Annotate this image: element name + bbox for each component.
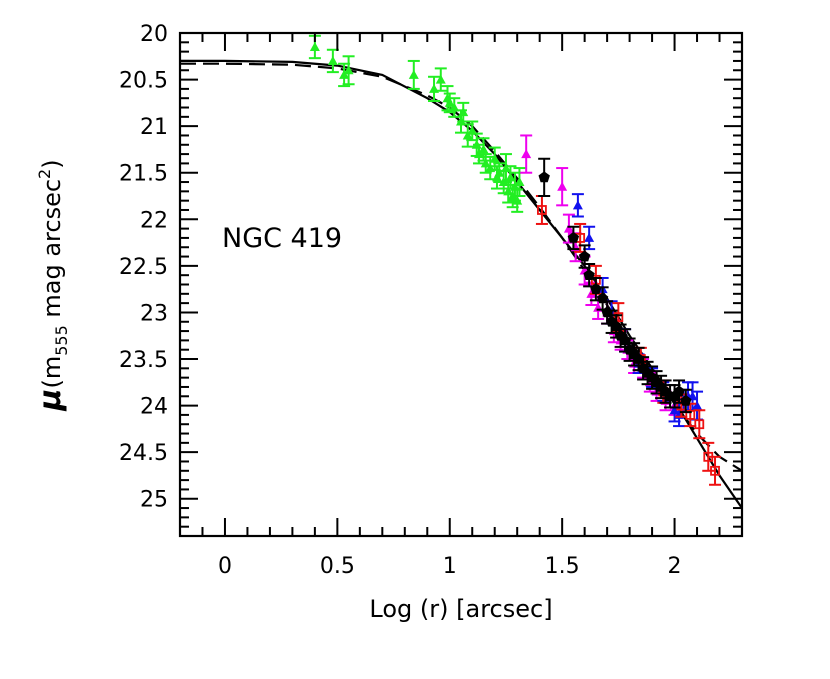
magenta-marker bbox=[521, 149, 532, 159]
green-point-5 bbox=[428, 75, 441, 102]
y-axis-label: μ(m555 mag arcsec2) bbox=[33, 159, 71, 411]
green-point-16 bbox=[477, 137, 490, 162]
green-marker bbox=[339, 69, 350, 79]
green-marker bbox=[503, 186, 514, 196]
black-marker bbox=[619, 334, 631, 346]
black-marker bbox=[538, 171, 550, 183]
green-point-9 bbox=[448, 97, 461, 118]
red-point-10 bbox=[709, 455, 722, 486]
tick-labels: 0 0.5 1 1.5 2 20 20.5 21 21.5 22 22.5 23 23.5 24 24.5 2… bbox=[119, 22, 682, 579]
green-marker bbox=[512, 195, 523, 205]
x-axis-label: Log (r) [arcsec] bbox=[369, 595, 552, 623]
green-marker bbox=[462, 130, 473, 140]
data-points bbox=[308, 34, 722, 486]
green-marker bbox=[309, 41, 320, 51]
y-tick-label: 20.5 bbox=[119, 69, 168, 94]
magenta-point-1 bbox=[556, 167, 569, 207]
y-tick-label: 24 bbox=[140, 395, 168, 420]
magenta-marker bbox=[563, 223, 574, 233]
red-marker bbox=[694, 419, 705, 430]
y-axis-label-sup: 2 bbox=[35, 169, 54, 179]
black-marker bbox=[632, 353, 645, 364]
y-tick-label: 25 bbox=[140, 488, 168, 513]
black-point-1 bbox=[567, 225, 580, 251]
green-marker bbox=[514, 177, 525, 187]
blue-marker bbox=[692, 400, 703, 410]
black-marker bbox=[673, 385, 685, 397]
black-marker bbox=[590, 283, 602, 294]
green-marker bbox=[458, 107, 469, 117]
blue-marker bbox=[584, 232, 595, 242]
y-axis-label-mid: mag arcsec bbox=[38, 179, 66, 325]
red-marker bbox=[537, 205, 547, 215]
y-tick-label: 22.5 bbox=[119, 255, 168, 280]
black-marker bbox=[610, 320, 622, 332]
green-marker bbox=[408, 69, 419, 79]
blue-marker bbox=[572, 200, 583, 210]
green-marker bbox=[494, 167, 505, 177]
blue-point-0 bbox=[571, 193, 584, 218]
magenta-marker bbox=[557, 181, 568, 191]
green-marker bbox=[467, 125, 478, 135]
x-tick-label: 2 bbox=[668, 554, 682, 579]
green-marker bbox=[473, 149, 484, 159]
green-point-3 bbox=[342, 55, 355, 86]
axis-ticks bbox=[179, 32, 743, 537]
green-point-28 bbox=[511, 188, 524, 213]
red-marker bbox=[710, 465, 720, 476]
green-marker bbox=[489, 153, 500, 163]
black-marker bbox=[578, 250, 591, 262]
green-marker bbox=[435, 74, 446, 84]
galaxy-annotation: NGC 419 bbox=[222, 223, 342, 254]
y-axis-label-open: (m bbox=[38, 356, 66, 389]
green-point-11 bbox=[457, 101, 470, 123]
green-marker bbox=[444, 97, 455, 107]
y-tick-label: 20 bbox=[140, 22, 168, 47]
y-axis-label-close: ) bbox=[38, 159, 66, 168]
green-point-23 bbox=[499, 153, 512, 184]
x-tick-label: 0.5 bbox=[320, 554, 355, 579]
green-marker bbox=[480, 158, 491, 168]
y-tick-label: 23.5 bbox=[119, 348, 168, 373]
black-marker bbox=[567, 231, 580, 243]
blue-marker bbox=[669, 405, 680, 415]
black-marker bbox=[601, 306, 613, 318]
red-point-8 bbox=[693, 409, 706, 440]
plot-frame bbox=[178, 31, 744, 538]
green-point-6 bbox=[434, 67, 447, 92]
y-tick-label: 21 bbox=[140, 115, 168, 140]
y-tick-label: 21.5 bbox=[119, 162, 168, 187]
green-marker bbox=[343, 65, 354, 75]
y-axis-label-sub: 555 bbox=[52, 325, 71, 356]
x-tick-label: 1.5 bbox=[545, 554, 580, 579]
red-marker bbox=[685, 410, 696, 420]
black-marker bbox=[680, 394, 692, 406]
y-tick-label: 23 bbox=[140, 301, 168, 326]
x-tick-label: 0 bbox=[218, 554, 232, 579]
green-point-4 bbox=[407, 59, 420, 90]
red-marker bbox=[613, 312, 624, 323]
green-marker bbox=[449, 102, 460, 112]
green-marker bbox=[478, 144, 489, 154]
y-axis-label-mu: μ bbox=[33, 389, 68, 412]
y-tick-label: 24.5 bbox=[119, 441, 168, 466]
green-marker bbox=[505, 172, 516, 182]
black-point-23 bbox=[679, 388, 692, 414]
green-marker bbox=[327, 55, 338, 65]
black-point-0 bbox=[538, 157, 551, 198]
x-tick-label: 1 bbox=[443, 554, 457, 579]
green-marker bbox=[500, 163, 511, 173]
y-tick-label: 22 bbox=[140, 208, 168, 233]
green-marker bbox=[509, 181, 520, 191]
magenta-point-0 bbox=[520, 134, 533, 174]
green-point-29 bbox=[513, 167, 526, 198]
